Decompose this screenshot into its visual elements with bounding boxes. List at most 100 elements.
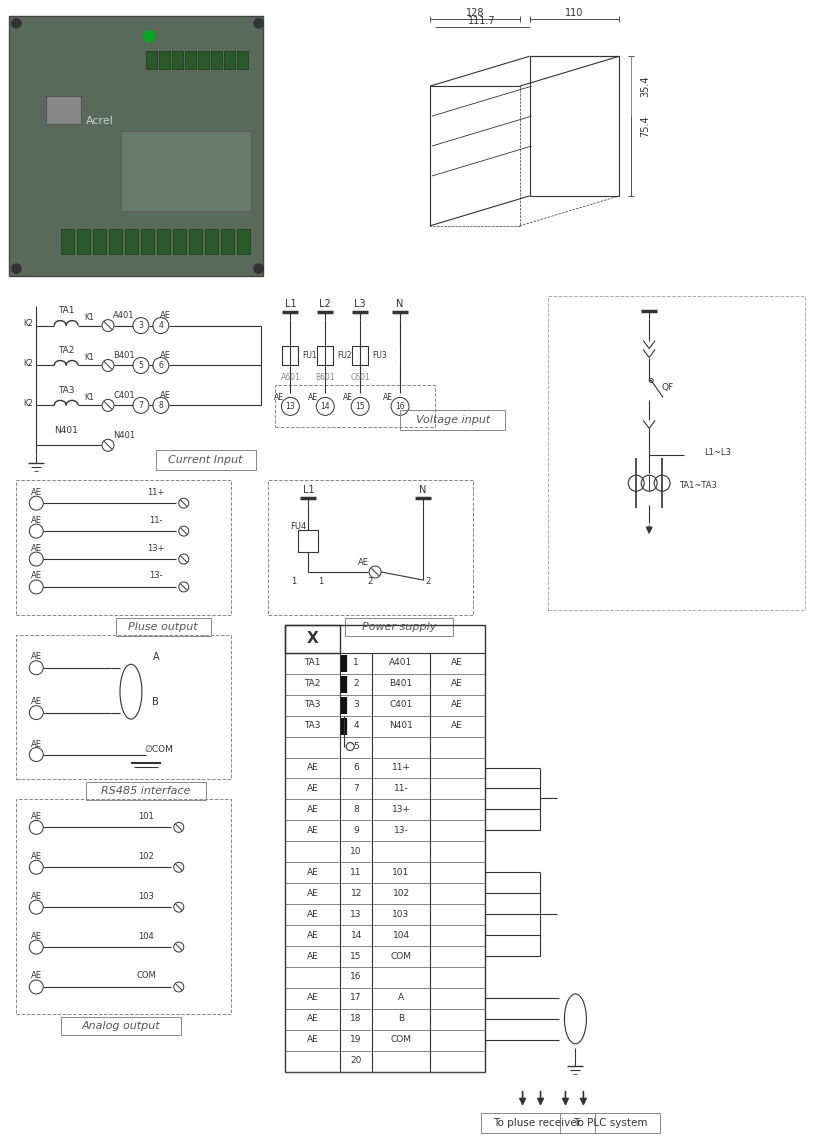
- Text: AE: AE: [160, 391, 171, 400]
- Bar: [109, 228, 122, 253]
- Text: 3: 3: [138, 321, 143, 331]
- Bar: [141, 228, 154, 253]
- Text: 13+: 13+: [147, 543, 164, 552]
- Text: AE: AE: [306, 994, 318, 1002]
- Text: AE: AE: [31, 487, 42, 496]
- Bar: [121, 131, 251, 211]
- Bar: [93, 228, 106, 253]
- Circle shape: [253, 18, 264, 28]
- Text: To PLC system: To PLC system: [573, 1118, 648, 1128]
- Text: AE: AE: [31, 892, 42, 901]
- Bar: [345, 618, 453, 636]
- Bar: [77, 228, 90, 253]
- Text: 8: 8: [159, 401, 164, 410]
- Text: AE: AE: [451, 658, 462, 667]
- Text: 17: 17: [350, 994, 362, 1002]
- Text: AE: AE: [31, 698, 42, 707]
- Bar: [237, 51, 247, 69]
- Text: 10: 10: [350, 846, 362, 855]
- Bar: [86, 783, 206, 801]
- Text: A: A: [398, 994, 404, 1002]
- Text: ∅COM: ∅COM: [144, 745, 173, 754]
- Text: L3: L3: [354, 299, 366, 309]
- Text: 101: 101: [392, 868, 409, 877]
- Text: 15: 15: [350, 952, 362, 961]
- Text: 6: 6: [353, 763, 359, 772]
- Bar: [10, 16, 264, 276]
- Text: 2: 2: [425, 577, 431, 586]
- Bar: [286, 625, 484, 1071]
- Text: 16: 16: [350, 972, 362, 982]
- Text: K1: K1: [84, 353, 94, 362]
- Text: AE: AE: [306, 805, 318, 813]
- Text: TA1: TA1: [58, 306, 74, 315]
- Text: AE: AE: [357, 558, 369, 567]
- Text: AE: AE: [451, 721, 462, 730]
- Text: 2: 2: [367, 577, 373, 586]
- Text: 104: 104: [392, 930, 409, 939]
- Text: Analog output: Analog output: [81, 1021, 160, 1030]
- Circle shape: [11, 264, 21, 274]
- Text: TA3: TA3: [304, 721, 321, 730]
- Text: 2: 2: [353, 679, 359, 688]
- Text: AE: AE: [31, 543, 42, 552]
- Bar: [561, 1112, 660, 1133]
- Bar: [275, 385, 435, 427]
- Text: AE: AE: [31, 571, 42, 580]
- Bar: [125, 228, 138, 253]
- Text: Power supply: Power supply: [362, 621, 436, 632]
- Bar: [146, 51, 157, 69]
- Text: RS485 interface: RS485 interface: [101, 786, 190, 796]
- Text: N401: N401: [55, 426, 78, 435]
- Text: 128: 128: [466, 8, 484, 18]
- Text: K1: K1: [84, 314, 94, 323]
- Text: K2: K2: [24, 399, 33, 408]
- Text: N: N: [419, 485, 427, 495]
- Text: 35.4: 35.4: [640, 75, 650, 97]
- Text: AE: AE: [160, 311, 171, 320]
- Text: 8: 8: [353, 805, 359, 813]
- Text: 75.4: 75.4: [640, 115, 650, 137]
- Text: COM: COM: [391, 952, 412, 961]
- Bar: [16, 481, 230, 615]
- Bar: [317, 345, 333, 366]
- Text: 3: 3: [353, 700, 359, 709]
- Text: 1: 1: [353, 658, 359, 667]
- Text: A401: A401: [113, 311, 135, 320]
- Bar: [204, 228, 217, 253]
- Text: AE: AE: [344, 393, 353, 402]
- Bar: [185, 51, 195, 69]
- Text: AE: AE: [306, 763, 318, 772]
- Text: N401: N401: [389, 721, 413, 730]
- Text: 102: 102: [392, 888, 409, 897]
- Text: TA3: TA3: [58, 386, 74, 395]
- Text: AE: AE: [383, 393, 393, 402]
- Bar: [224, 51, 234, 69]
- Bar: [221, 228, 234, 253]
- Text: TA2: TA2: [304, 679, 321, 688]
- Text: AE: AE: [306, 826, 318, 835]
- Text: FU1: FU1: [302, 351, 317, 360]
- Text: AE: AE: [451, 700, 462, 709]
- Text: AE: AE: [306, 888, 318, 897]
- Bar: [61, 228, 74, 253]
- Text: L1~L3: L1~L3: [704, 448, 731, 457]
- Text: B: B: [398, 1014, 404, 1024]
- Text: K2: K2: [24, 319, 33, 328]
- Text: 103: 103: [392, 910, 409, 919]
- Text: 13+: 13+: [392, 805, 410, 813]
- Bar: [155, 450, 256, 470]
- Text: Pluse output: Pluse output: [128, 621, 198, 632]
- Text: AE: AE: [309, 393, 318, 402]
- Text: 13-: 13-: [149, 571, 163, 580]
- Text: AE: AE: [31, 516, 42, 525]
- Text: A601: A601: [281, 373, 300, 382]
- Text: 19: 19: [350, 1035, 362, 1044]
- Text: 5: 5: [138, 361, 143, 370]
- Text: 11+: 11+: [147, 487, 164, 496]
- Text: C401: C401: [389, 700, 413, 709]
- Bar: [157, 228, 170, 253]
- Bar: [198, 51, 208, 69]
- Text: B401: B401: [113, 351, 135, 360]
- Circle shape: [11, 18, 21, 28]
